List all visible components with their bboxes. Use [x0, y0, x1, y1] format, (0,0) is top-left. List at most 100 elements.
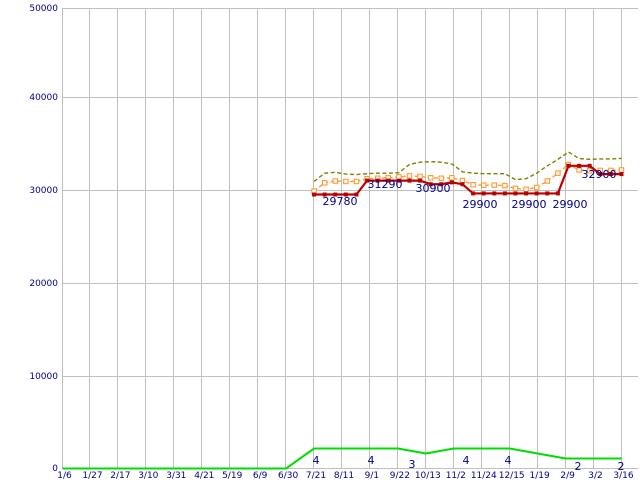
- price-value-label: 32900: [582, 168, 617, 181]
- shop-count-label: 4: [463, 454, 470, 467]
- average-price-marker: [406, 173, 413, 179]
- average-price-marker: [417, 173, 423, 180]
- price-value-label: 29900: [512, 198, 547, 211]
- lowest-price-marker: [577, 163, 582, 168]
- shop-count-label: 4: [313, 454, 320, 467]
- average-price-marker: [332, 178, 338, 184]
- x-tick-label: 1/19: [529, 471, 549, 480]
- lowest-price-marker: [481, 191, 486, 196]
- x-tick-label: 2/17: [110, 471, 130, 480]
- y-axis-labels: 50000 40000 30000 20000 10000 0: [29, 4, 58, 474]
- x-tick-label: 4/21: [194, 471, 214, 480]
- lowest-price-marker: [460, 182, 465, 187]
- x-tick-label: 6/9: [253, 471, 268, 480]
- x-tick-label: 6/30: [278, 471, 298, 480]
- x-tick-label: 3/2: [588, 471, 602, 480]
- highest-price-line: [313, 151, 622, 183]
- y-tick-label: 0: [52, 464, 58, 474]
- average-price-marker: [555, 170, 561, 176]
- lowest-price-marker: [333, 192, 338, 197]
- x-tick-label: 12/15: [499, 471, 525, 480]
- lowest-price-marker: [428, 182, 433, 187]
- average-price-marker: [586, 168, 593, 174]
- x-tick-label: 3/10: [138, 471, 158, 480]
- average-price-marker: [470, 181, 476, 188]
- average-price-marker: [321, 180, 328, 186]
- shop-count-labels: 4 4 3 4 4 2 2: [313, 454, 625, 473]
- lowest-price-marker: [312, 192, 317, 197]
- lowest-price-marker: [524, 191, 529, 196]
- highest-price-series: [313, 151, 622, 183]
- lowest-price-marker: [471, 191, 476, 196]
- lowest-price-marker: [545, 191, 550, 196]
- shop-count-label: 4: [368, 454, 375, 467]
- y-tick-label: 50000: [29, 4, 58, 14]
- x-tick-label: 8/11: [334, 471, 354, 480]
- price-value-label: 29900: [553, 198, 588, 211]
- x-tick-label: 2/9: [560, 471, 575, 480]
- price-value-label: 30900: [416, 182, 451, 195]
- lowest-price-marker: [449, 180, 454, 185]
- plot-background: [62, 8, 638, 468]
- shop-count-line: [62, 447, 622, 470]
- x-tick-label: 9/1: [365, 471, 379, 480]
- lowest-price-marker: [502, 191, 507, 196]
- lowest-price-series: [312, 163, 624, 197]
- average-price-marker: [502, 182, 508, 189]
- shop-count-series: [62, 447, 622, 470]
- y-tick-label: 40000: [29, 93, 58, 103]
- lowest-price-marker: [566, 163, 571, 168]
- x-tick-label: 11/2: [446, 471, 466, 480]
- lowest-price-marker: [587, 163, 592, 168]
- average-price-marker: [523, 186, 529, 193]
- average-price-marker: [459, 177, 466, 184]
- x-tick-label: 5/19: [222, 471, 242, 480]
- lowest-price-marker: [354, 192, 359, 197]
- x-axis-labels: 1/6 1/27 2/17 3/10 3/31 4/21 5/19 6/9 6/30 7/21 8/…: [57, 471, 634, 480]
- lowest-price-markers: [312, 163, 624, 197]
- price-value-label: 31290: [368, 178, 403, 191]
- average-price-marker: [491, 182, 498, 188]
- price-value-label: 29780: [323, 195, 358, 208]
- average-price-marker: [480, 182, 487, 188]
- lowest-price-marker: [619, 172, 624, 177]
- lowest-price-marker: [555, 191, 560, 196]
- average-price-marker: [544, 178, 551, 184]
- lowest-price-marker: [343, 192, 348, 197]
- lowest-price-marker: [322, 192, 327, 197]
- lowest-price-marker: [418, 178, 423, 183]
- lowest-price-marker: [439, 182, 444, 187]
- lowest-price-marker: [375, 178, 380, 183]
- x-tick-label: 10/13: [415, 471, 441, 480]
- lowest-price-marker: [365, 178, 370, 183]
- x-tick-label: 9/22: [390, 471, 410, 480]
- average-price-marker: [618, 167, 625, 173]
- shop-count-label: 3: [409, 458, 416, 471]
- x-tick-label: 7/21: [306, 471, 326, 480]
- average-price-marker: [343, 178, 349, 185]
- price-value-label: 29900: [463, 198, 498, 211]
- data-value-labels: 29780 31290 30900 29900 29900 29900 32900: [323, 168, 617, 211]
- y-tick-label: 30000: [29, 186, 58, 196]
- average-price-marker: [353, 178, 360, 185]
- lowest-price-marker: [396, 178, 401, 183]
- average-price-marker: [533, 184, 540, 191]
- x-tick-label: 3/31: [166, 471, 186, 480]
- lowest-price-marker: [608, 172, 613, 177]
- lowest-price-marker: [534, 191, 539, 196]
- average-price-marker: [512, 185, 519, 192]
- shop-count-label: 4: [505, 454, 512, 467]
- lowest-price-marker: [513, 191, 518, 196]
- shop-count-label: 2: [618, 460, 625, 473]
- average-price-marker: [427, 175, 434, 181]
- shop-count-label: 2: [575, 460, 582, 473]
- x-tick-label: 3/16: [613, 471, 633, 480]
- y-tick-label: 20000: [29, 279, 58, 289]
- average-price-marker: [449, 175, 455, 181]
- vertical-gridlines: [62, 8, 622, 468]
- x-tick-label: 1/6: [57, 471, 72, 480]
- lowest-price-marker: [492, 191, 497, 196]
- x-tick-label: 1/27: [82, 471, 102, 480]
